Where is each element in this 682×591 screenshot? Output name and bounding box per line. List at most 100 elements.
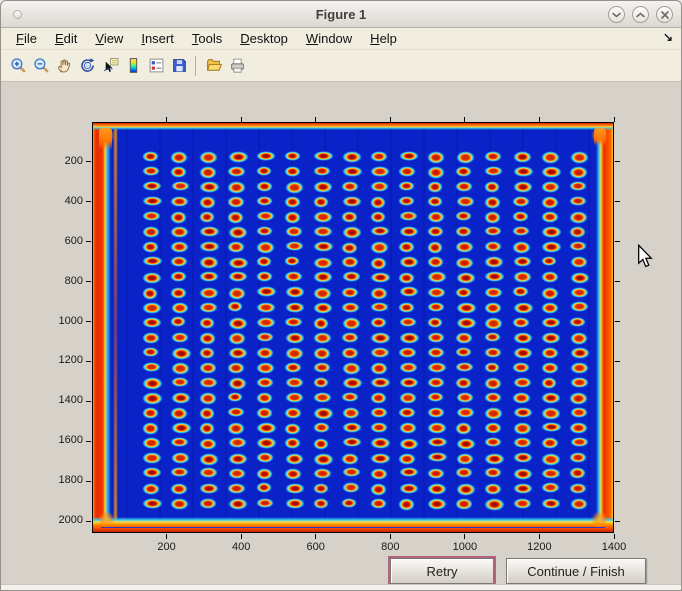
well-spot xyxy=(313,331,333,344)
y-tick-mark xyxy=(86,480,91,482)
y-tick-label: 2000 xyxy=(58,514,83,527)
well-spot xyxy=(142,210,161,222)
well-spot xyxy=(227,377,248,390)
well-spot xyxy=(170,316,187,327)
close-button[interactable] xyxy=(656,6,673,23)
well-spot xyxy=(540,377,557,390)
insert-legend-button[interactable] xyxy=(145,54,168,78)
well-spot xyxy=(484,497,506,511)
well-spot xyxy=(170,437,189,448)
well-spot xyxy=(341,482,361,493)
well-spot xyxy=(540,271,560,284)
menu-item-view[interactable]: View xyxy=(95,31,124,46)
well-spot xyxy=(541,467,561,479)
menu-item-file[interactable]: File xyxy=(16,31,37,46)
well-spot xyxy=(284,165,302,177)
well-spot xyxy=(569,437,590,448)
well-spot xyxy=(227,286,247,300)
maximize-button[interactable] xyxy=(632,6,649,23)
well-spot xyxy=(341,437,363,448)
y-tick-label: 1600 xyxy=(58,434,83,447)
y-tick-mark xyxy=(86,241,91,243)
well-spot xyxy=(512,211,529,223)
well-spot xyxy=(313,286,332,300)
well-spot xyxy=(455,407,475,419)
open-file-button[interactable] xyxy=(203,54,226,78)
well-spot xyxy=(341,497,358,508)
zoom-out-button[interactable] xyxy=(30,54,53,78)
continue-finish-button-label: Continue / Finish xyxy=(527,563,625,579)
save-icon xyxy=(173,59,186,72)
well-spot xyxy=(255,165,272,176)
dock-figure-icon[interactable]: ↘ xyxy=(662,30,673,44)
menu-item-window[interactable]: Window xyxy=(305,31,353,46)
well-spot xyxy=(540,211,559,223)
well-spot xyxy=(541,392,562,405)
well-spot xyxy=(455,497,473,510)
rotate-3d-button[interactable] xyxy=(76,54,99,78)
figure-canvas: Retry Continue / Finish 200 400 600 800 1000… xyxy=(1,82,681,584)
well-spot xyxy=(483,392,503,403)
minimize-button[interactable] xyxy=(608,6,625,23)
close-icon xyxy=(660,10,669,19)
well-spot xyxy=(541,497,562,510)
well-spot xyxy=(170,392,192,405)
pan-button[interactable] xyxy=(53,54,76,78)
well-spot xyxy=(312,482,330,494)
well-spot xyxy=(141,241,159,253)
well-spot xyxy=(484,271,505,283)
well-spot xyxy=(170,286,187,299)
well-spot xyxy=(170,301,190,315)
well-spot xyxy=(256,301,276,313)
well-spot xyxy=(483,346,503,359)
well-spot xyxy=(341,467,361,478)
well-spot xyxy=(227,150,249,163)
well-spot xyxy=(284,271,303,283)
print-figure-button[interactable] xyxy=(226,54,249,78)
well-spot xyxy=(569,452,587,464)
menu-item-desktop[interactable]: Desktop xyxy=(240,31,288,46)
well-spot xyxy=(284,331,305,345)
x-tick-label: 1400 xyxy=(601,541,627,553)
menu-item-insert[interactable]: Insert xyxy=(141,31,174,46)
well-spot xyxy=(141,346,159,357)
menu-item-help[interactable]: Help xyxy=(370,31,397,46)
plot-axes[interactable] xyxy=(92,122,614,533)
y-tick-mark xyxy=(86,400,91,402)
well-spot xyxy=(426,166,446,179)
well-spot xyxy=(199,286,219,299)
data-cursor-button[interactable] xyxy=(99,54,122,78)
well-spot xyxy=(313,391,333,403)
menu-item-edit[interactable]: Edit xyxy=(54,31,78,46)
insert-colorbar-button[interactable] xyxy=(122,54,145,78)
well-spot xyxy=(312,437,330,451)
well-spot xyxy=(541,241,562,253)
y-tick-mark xyxy=(86,281,91,283)
retry-button[interactable]: Retry xyxy=(390,558,494,584)
well-spot xyxy=(255,392,274,404)
well-spot xyxy=(312,196,330,209)
well-spot xyxy=(284,422,302,436)
well-spot xyxy=(142,256,164,267)
zoom-in-button[interactable] xyxy=(7,54,30,78)
plot-image[interactable] xyxy=(93,123,613,532)
menu-item-tools[interactable]: Tools xyxy=(191,31,223,46)
well-spot xyxy=(455,286,472,298)
continue-finish-button[interactable]: Continue / Finish xyxy=(506,558,646,584)
y-tick-label: 1200 xyxy=(58,354,83,367)
well-spot xyxy=(256,422,277,434)
save-figure-button[interactable] xyxy=(168,54,191,78)
well-spot xyxy=(227,391,244,403)
well-spot xyxy=(426,226,444,238)
open-folder-icon xyxy=(206,59,223,71)
well-spot xyxy=(512,241,531,254)
well-spot xyxy=(455,361,474,373)
well-spot xyxy=(170,195,189,207)
well-spot xyxy=(227,256,249,269)
well-spot xyxy=(569,226,586,238)
well-spot xyxy=(483,331,501,343)
well-spot xyxy=(142,377,163,391)
well-spot xyxy=(142,361,161,372)
window-menu-icon[interactable] xyxy=(13,10,22,19)
